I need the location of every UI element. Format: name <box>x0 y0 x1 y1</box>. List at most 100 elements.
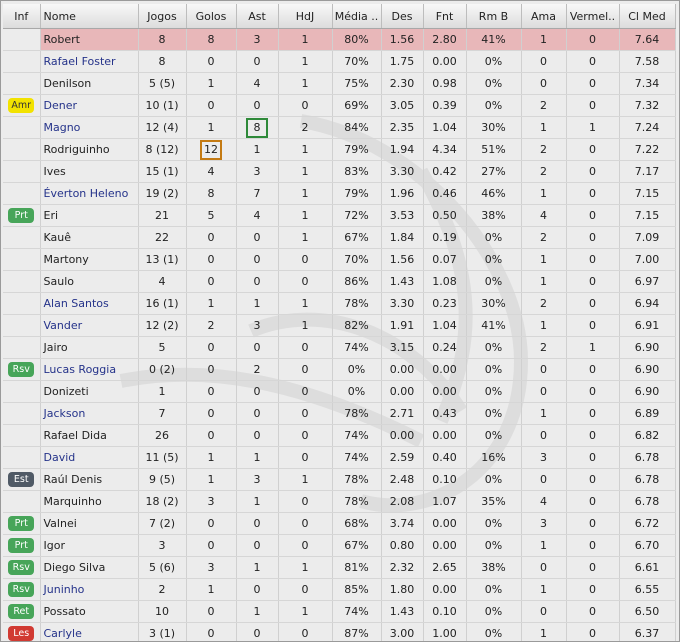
player-name[interactable]: Juninho <box>40 578 139 601</box>
table-row[interactable]: Est Raúl Denis 9 (5) 1 3 1 78% 2.48 0.10 0% 0 0 6.78 <box>3 468 676 491</box>
player-name: Valnei <box>40 512 139 535</box>
status-badge[interactable]: Est <box>8 472 35 487</box>
status-badge[interactable]: Prt <box>8 208 35 223</box>
col-header-inf[interactable]: Inf <box>3 4 41 29</box>
tackles-cell: 2.35 <box>381 116 424 139</box>
table-row[interactable]: Ives 15 (1) 4 3 1 83% 3.30 0.42 27% 2 0 7.17 <box>3 160 676 183</box>
assists-cell: 0 <box>236 512 279 535</box>
player-name[interactable]: Rafael Foster <box>40 50 139 73</box>
table-row[interactable]: Robert 8 8 3 1 80% 1.56 2.80 41% 1 0 7.64 <box>3 28 676 51</box>
player-name[interactable]: Vander <box>40 314 139 337</box>
table-row[interactable]: Prt Igor 3 0 0 0 67% 0.80 0.00 0% 1 0 6.70 <box>3 534 676 557</box>
col-header-fnt[interactable]: Fnt <box>423 4 467 29</box>
avg-rating-cell: 7.09 <box>619 226 676 249</box>
conversion-cell: 0% <box>466 512 522 535</box>
table-row[interactable]: David 11 (5) 1 1 0 74% 2.59 0.40 16% 3 0 6.78 <box>3 446 676 469</box>
col-header-nome[interactable]: Nome <box>40 4 139 29</box>
assists-cell: 1 <box>236 600 279 623</box>
table-row[interactable]: Marquinho 18 (2) 3 1 0 78% 2.08 1.07 35% 4 0 6.78 <box>3 490 676 513</box>
shots-cell: 0.00 <box>423 50 467 73</box>
apps-cell: 4 <box>138 270 187 293</box>
yellow-cards-cell: 1 <box>521 248 567 271</box>
status-badge[interactable]: Les <box>8 626 35 641</box>
status-badge[interactable]: Rsv <box>8 560 35 575</box>
yellow-cards-cell: 0 <box>521 72 567 95</box>
conversion-cell: 0% <box>466 468 522 491</box>
pom-cell: 0 <box>278 402 333 425</box>
player-name[interactable]: Dener <box>40 94 139 117</box>
table-row[interactable]: Jackson 7 0 0 0 78% 2.71 0.43 0% 1 0 6.89 <box>3 402 676 425</box>
player-name[interactable]: Lucas Roggia <box>40 358 139 381</box>
status-badge[interactable]: Prt <box>8 538 35 553</box>
status-badge[interactable]: Rsv <box>8 362 35 377</box>
yellow-cards-cell: 2 <box>521 160 567 183</box>
table-row[interactable]: Rsv Juninho 2 1 0 0 85% 1.80 0.00 0% 1 0 6.55 <box>3 578 676 601</box>
player-name[interactable]: Carlyle <box>40 622 139 641</box>
col-header-rm-b[interactable]: Rm B <box>466 4 522 29</box>
shots-cell: 0.00 <box>423 380 467 403</box>
col-header-hdj[interactable]: HdJ <box>278 4 333 29</box>
red-cards-cell: 0 <box>566 292 620 315</box>
col-header-ama[interactable]: Ama <box>521 4 567 29</box>
player-name[interactable]: Magno <box>40 116 139 139</box>
table-row[interactable]: Rsv Diego Silva 5 (6) 3 1 1 81% 2.32 2.65 38% 0 0 6.… <box>3 556 676 579</box>
table-row[interactable]: Rsv Lucas Roggia 0 (2) 0 2 0 0% 0.00 0.00 0% 0 0 6.9… <box>3 358 676 381</box>
conversion-cell: 0% <box>466 94 522 117</box>
table-row[interactable]: Donizeti 1 0 0 0 0% 0.00 0.00 0% 0 0 6.90 <box>3 380 676 403</box>
assists-cell: 1 <box>236 490 279 513</box>
info-cell <box>3 424 41 447</box>
table-row[interactable]: Denilson 5 (5) 1 4 1 75% 2.30 0.98 0% 0 0 7.34 <box>3 72 676 95</box>
col-header-golos[interactable]: Golos <box>186 4 237 29</box>
shots-cell: 0.43 <box>423 402 467 425</box>
table-row[interactable]: Éverton Heleno 19 (2) 8 7 1 79% 1.96 0.46 46% 1 0 7… <box>3 182 676 205</box>
table-row[interactable]: Saulo 4 0 0 0 86% 1.43 1.08 0% 1 0 6.97 <box>3 270 676 293</box>
col-header-vermel[interactable]: Vermel.. <box>566 4 620 29</box>
yellow-cards-cell: 1 <box>521 28 567 51</box>
table-row[interactable]: Martony 13 (1) 0 0 0 70% 1.56 0.07 0% 1 0 7.00 <box>3 248 676 271</box>
table-row[interactable]: Prt Valnei 7 (2) 0 0 0 68% 3.74 0.00 0% 3 0 6.72 <box>3 512 676 535</box>
goals-cell: 0 <box>186 402 237 425</box>
col-header-cl-med[interactable]: Cl Med <box>619 4 676 29</box>
table-row[interactable]: Alan Santos 16 (1) 1 1 1 78% 3.30 0.23 30% 2 0 6.94 <box>3 292 676 315</box>
apps-cell: 8 (12) <box>138 138 187 161</box>
pass-pct-cell: 0% <box>332 380 382 403</box>
tackles-cell: 1.80 <box>381 578 424 601</box>
table-row[interactable]: Magno 12 (4) 1 8 2 84% 2.35 1.04 30% 1 1 7.24 <box>3 116 676 139</box>
highlight-value: 12 <box>200 139 222 160</box>
avg-rating-cell: 7.22 <box>619 138 676 161</box>
tackles-cell: 2.59 <box>381 446 424 469</box>
red-cards-cell: 0 <box>566 314 620 337</box>
col-header-jogos[interactable]: Jogos <box>138 4 187 29</box>
table-row[interactable]: Vander 12 (2) 2 3 1 82% 1.91 1.04 41% 1 0 6.91 <box>3 314 676 337</box>
pom-cell: 1 <box>278 138 333 161</box>
player-name[interactable]: Éverton Heleno <box>40 182 139 205</box>
table-row[interactable]: Ret Possato 10 0 1 1 74% 1.43 0.10 0% 0 0 6.50 <box>3 600 676 623</box>
status-badge[interactable]: Prt <box>8 516 35 531</box>
status-badge[interactable]: Rsv <box>8 582 35 597</box>
table-row[interactable]: Rafael Dida 26 0 0 0 74% 0.00 0.00 0% 0 0 6.82 <box>3 424 676 447</box>
status-badge[interactable]: Amr <box>8 98 35 113</box>
yellow-cards-cell: 2 <box>521 94 567 117</box>
table-row[interactable]: Jairo 5 0 0 0 74% 3.15 0.24 0% 2 1 6.90 <box>3 336 676 359</box>
goals-cell: 0 <box>186 50 237 73</box>
red-cards-cell: 0 <box>566 534 620 557</box>
player-name[interactable]: Jackson <box>40 402 139 425</box>
pom-cell: 1 <box>278 314 333 337</box>
table-row[interactable]: Les Carlyle 3 (1) 0 0 0 87% 3.00 1.00 0% 1 0 6.37 <box>3 622 676 641</box>
table-row[interactable]: Kauê 22 0 0 1 67% 1.84 0.19 0% 2 0 7.09 <box>3 226 676 249</box>
col-header-media[interactable]: Média .. <box>332 4 382 29</box>
col-header-des[interactable]: Des <box>381 4 424 29</box>
avg-rating-cell: 6.78 <box>619 468 676 491</box>
table-row[interactable]: Amr Dener 10 (1) 0 0 0 69% 3.05 0.39 0% 2 0 7.32 <box>3 94 676 117</box>
status-badge[interactable]: Ret <box>8 604 35 619</box>
table-row[interactable]: Rodriguinho 8 (12) 12 1 1 79% 1.94 4.34 51% 2 0 7.2… <box>3 138 676 161</box>
player-name[interactable]: Alan Santos <box>40 292 139 315</box>
table-row[interactable]: Rafael Foster 8 0 0 1 70% 1.75 0.00 0% 0 0 7.58 <box>3 50 676 73</box>
conversion-cell: 51% <box>466 138 522 161</box>
col-header-ast[interactable]: Ast <box>236 4 279 29</box>
apps-cell: 2 <box>138 578 187 601</box>
info-cell <box>3 160 41 183</box>
assists-cell: 0 <box>236 380 279 403</box>
table-row[interactable]: Prt Eri 21 5 4 1 72% 3.53 0.50 38% 4 0 7.15 <box>3 204 676 227</box>
player-name[interactable]: David <box>40 446 139 469</box>
